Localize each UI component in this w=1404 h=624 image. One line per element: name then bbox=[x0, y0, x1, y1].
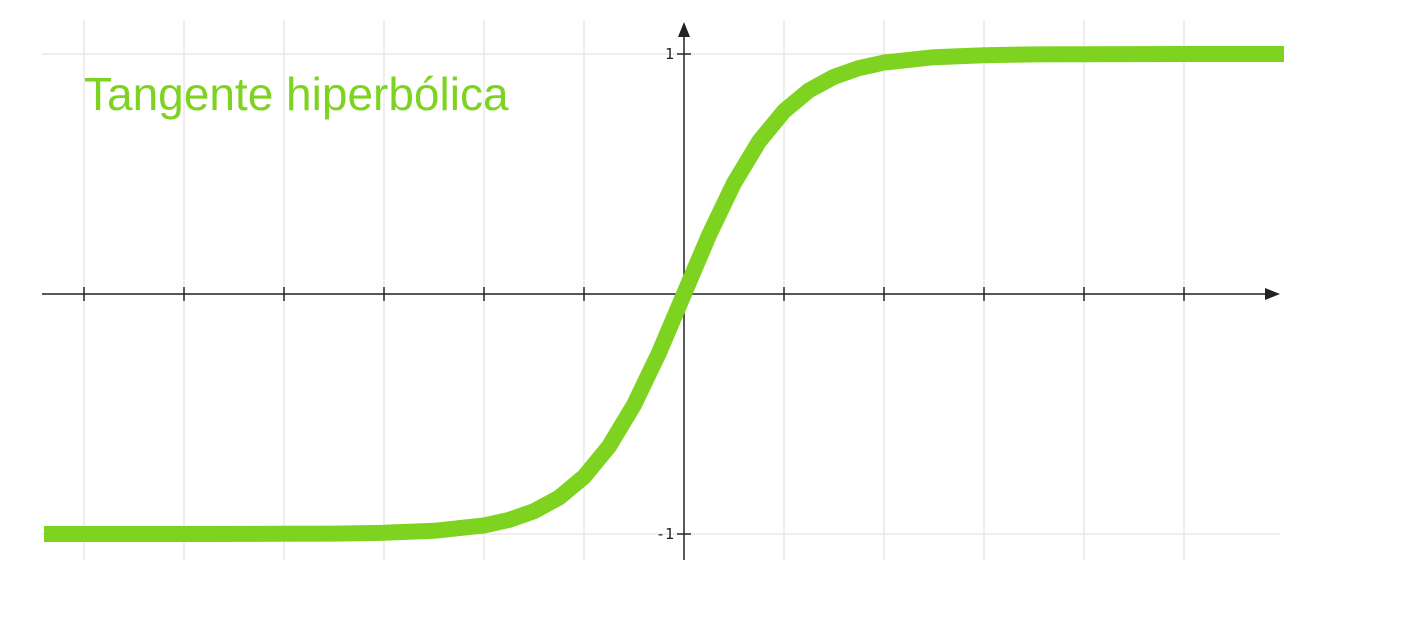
y-tick-label: -1 bbox=[656, 525, 674, 543]
axis-ticks bbox=[83, 53, 1185, 535]
y-tick-label: 1 bbox=[665, 45, 674, 63]
x-axis-arrow-icon bbox=[1265, 288, 1280, 300]
tanh-curve bbox=[44, 46, 1284, 542]
tick-labels: 1 -1 bbox=[656, 45, 674, 543]
chart-title: Tangente hiperbólica bbox=[84, 68, 509, 120]
y-axis-arrow-icon bbox=[678, 22, 690, 37]
